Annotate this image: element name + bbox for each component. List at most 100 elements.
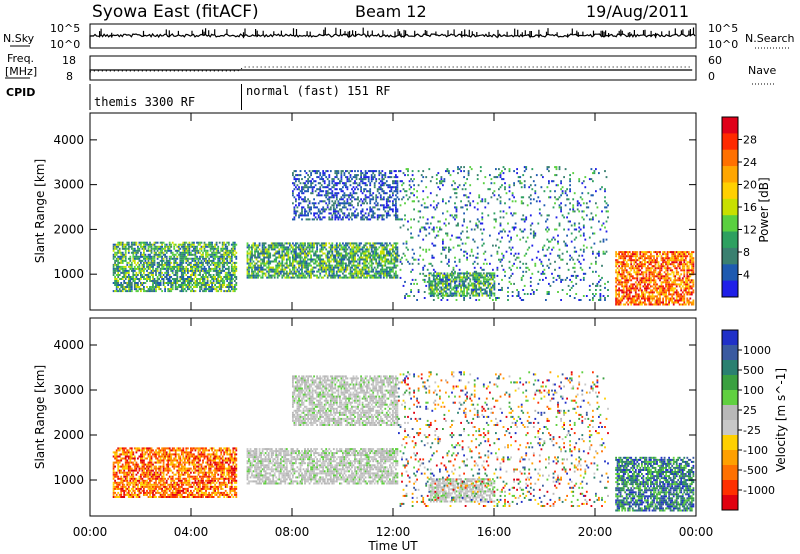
power-echo-cell xyxy=(354,264,356,267)
power-echo-cell xyxy=(127,286,130,288)
power-echo-cell xyxy=(203,284,206,286)
power-echo-cell xyxy=(221,253,224,256)
power-echo-cell xyxy=(434,244,437,247)
power-echo-cell xyxy=(322,242,325,245)
power-echo-cell xyxy=(372,178,375,181)
power-echo-cell xyxy=(417,258,420,261)
power-echo-cell xyxy=(322,258,325,261)
power-echo-cell xyxy=(120,253,123,256)
power-echo-cell xyxy=(481,292,484,295)
power-echo-cell xyxy=(319,254,322,257)
power-echo-cell xyxy=(429,192,432,195)
power-echo-cell xyxy=(130,243,133,246)
power-echo-cell xyxy=(194,247,197,250)
power-echo-cell xyxy=(379,256,382,259)
power-echo-cell xyxy=(370,178,373,181)
power-echo-cell xyxy=(367,170,370,173)
power-echo-cell xyxy=(554,202,556,205)
power-echo-cell xyxy=(261,248,264,251)
power-echo-cell xyxy=(381,182,384,185)
power-echo-cell xyxy=(373,252,376,255)
power-echo-cell xyxy=(502,256,505,259)
power-echo-cell xyxy=(316,176,318,179)
power-echo-cell xyxy=(226,249,229,252)
power-echo-cell xyxy=(199,288,201,291)
power-echo-cell xyxy=(582,226,585,229)
power-echo-cell xyxy=(428,292,431,295)
power-echo-cell xyxy=(498,232,500,235)
power-echo-cell xyxy=(143,255,145,258)
power-echo-cell xyxy=(514,222,517,225)
power-echo-cell xyxy=(176,280,179,282)
power-echo-cell xyxy=(257,270,259,273)
power-echo-cell xyxy=(335,258,338,261)
power-echo-cell xyxy=(153,269,156,272)
power-echo-cell xyxy=(339,244,341,247)
power-echo-cell xyxy=(212,276,215,278)
power-echo-cell xyxy=(455,294,458,297)
power-echo-cell xyxy=(320,176,323,179)
power-echo-cell xyxy=(316,264,318,267)
power-echo-cell xyxy=(220,271,223,274)
power-echo-cell xyxy=(346,194,349,197)
power-echo-cell xyxy=(191,278,194,280)
power-echo-cell xyxy=(464,280,467,283)
power-echo-cell xyxy=(153,290,156,293)
power-echo-cell xyxy=(490,254,493,257)
power-echo-cell xyxy=(548,293,550,295)
power-echo-cell xyxy=(426,206,429,209)
power-echo-cell xyxy=(337,260,340,263)
power-echo-cell xyxy=(381,250,384,253)
power-echo-cell xyxy=(372,270,375,273)
power-echo-cell xyxy=(449,174,452,177)
power-echo-cell xyxy=(194,249,197,252)
power-echo-cell xyxy=(446,168,449,171)
power-echo-cell xyxy=(279,270,282,273)
power-echo-cell xyxy=(445,280,447,283)
power-echo-cell xyxy=(165,269,168,272)
power-echo-cell xyxy=(457,236,459,239)
power-echo-cell xyxy=(127,271,130,274)
power-echo-cell xyxy=(200,284,203,286)
power-echo-cell xyxy=(269,276,272,279)
power-echo-cell xyxy=(340,256,343,259)
power-echo-cell xyxy=(174,280,177,282)
power-echo-cell xyxy=(313,242,315,245)
power-echo-cell xyxy=(143,263,145,266)
power-echo-cell xyxy=(194,267,197,270)
power-echo-cell xyxy=(516,295,518,297)
power-echo-cell xyxy=(269,274,272,277)
power-echo-cell xyxy=(140,269,142,272)
power-echo-cell xyxy=(376,196,379,199)
power-echo-cell xyxy=(460,248,462,251)
power-echo-cell xyxy=(435,178,438,181)
power-echo-cell xyxy=(121,247,124,250)
power-echo-cell xyxy=(127,290,130,293)
power-echo-cell xyxy=(339,270,341,273)
power-echo-cell xyxy=(218,257,221,260)
power-echo-cell xyxy=(475,278,478,281)
power-echo-cell xyxy=(392,268,394,271)
power-echo-cell xyxy=(390,262,393,265)
power-echo-cell xyxy=(582,248,585,251)
power-echo-cell xyxy=(369,252,372,255)
power-echo-cell xyxy=(582,250,585,253)
power-echo-cell xyxy=(340,172,343,175)
power-echo-cell xyxy=(493,274,496,277)
power-echo-cell xyxy=(466,236,468,239)
power-echo-cell xyxy=(179,267,182,270)
power-echo-cell xyxy=(401,198,403,201)
power-echo-cell xyxy=(451,214,453,217)
power-echo-cell xyxy=(358,200,361,203)
power-echo-cell xyxy=(197,251,200,254)
power-echo-cell xyxy=(293,276,296,279)
power-echo-cell xyxy=(519,266,522,269)
power-echo-cell xyxy=(152,290,154,293)
power-echo-cell xyxy=(281,262,284,265)
power-echo-cell xyxy=(389,214,391,217)
power-echo-cell xyxy=(263,262,265,265)
power-echo-cell xyxy=(121,251,124,254)
power-echo-cell xyxy=(226,261,229,264)
power-echo-cell xyxy=(482,272,485,275)
power-echo-cell xyxy=(212,282,215,284)
